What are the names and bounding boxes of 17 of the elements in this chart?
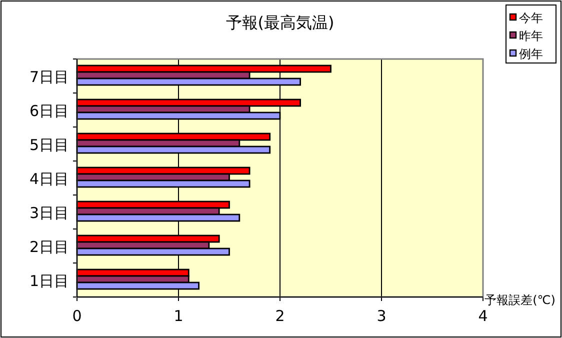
y-tick-label: 1日目 xyxy=(29,272,69,290)
x-tick-label: 1 xyxy=(174,307,184,325)
y-tick-label: 6日目 xyxy=(29,102,69,120)
y-tick-label: 5日目 xyxy=(29,136,69,154)
legend-label: 例年 xyxy=(519,47,543,61)
y-tick-label: 2日目 xyxy=(29,238,69,256)
y-tick-label: 3日目 xyxy=(29,204,69,222)
legend-label: 今年 xyxy=(519,11,543,25)
x-tick-label: 3 xyxy=(376,307,386,325)
chart-title: 予報(最高気温) xyxy=(226,13,334,32)
x-tick-label: 2 xyxy=(275,307,285,325)
x-axis-title: 予報誤差(℃) xyxy=(484,293,556,307)
x-tick-label: 4 xyxy=(478,307,488,325)
legend-label: 昨年 xyxy=(519,29,543,43)
y-tick-label: 7日目 xyxy=(29,68,69,86)
x-tick-label: 0 xyxy=(72,307,82,325)
y-tick-label: 4日目 xyxy=(29,170,69,188)
